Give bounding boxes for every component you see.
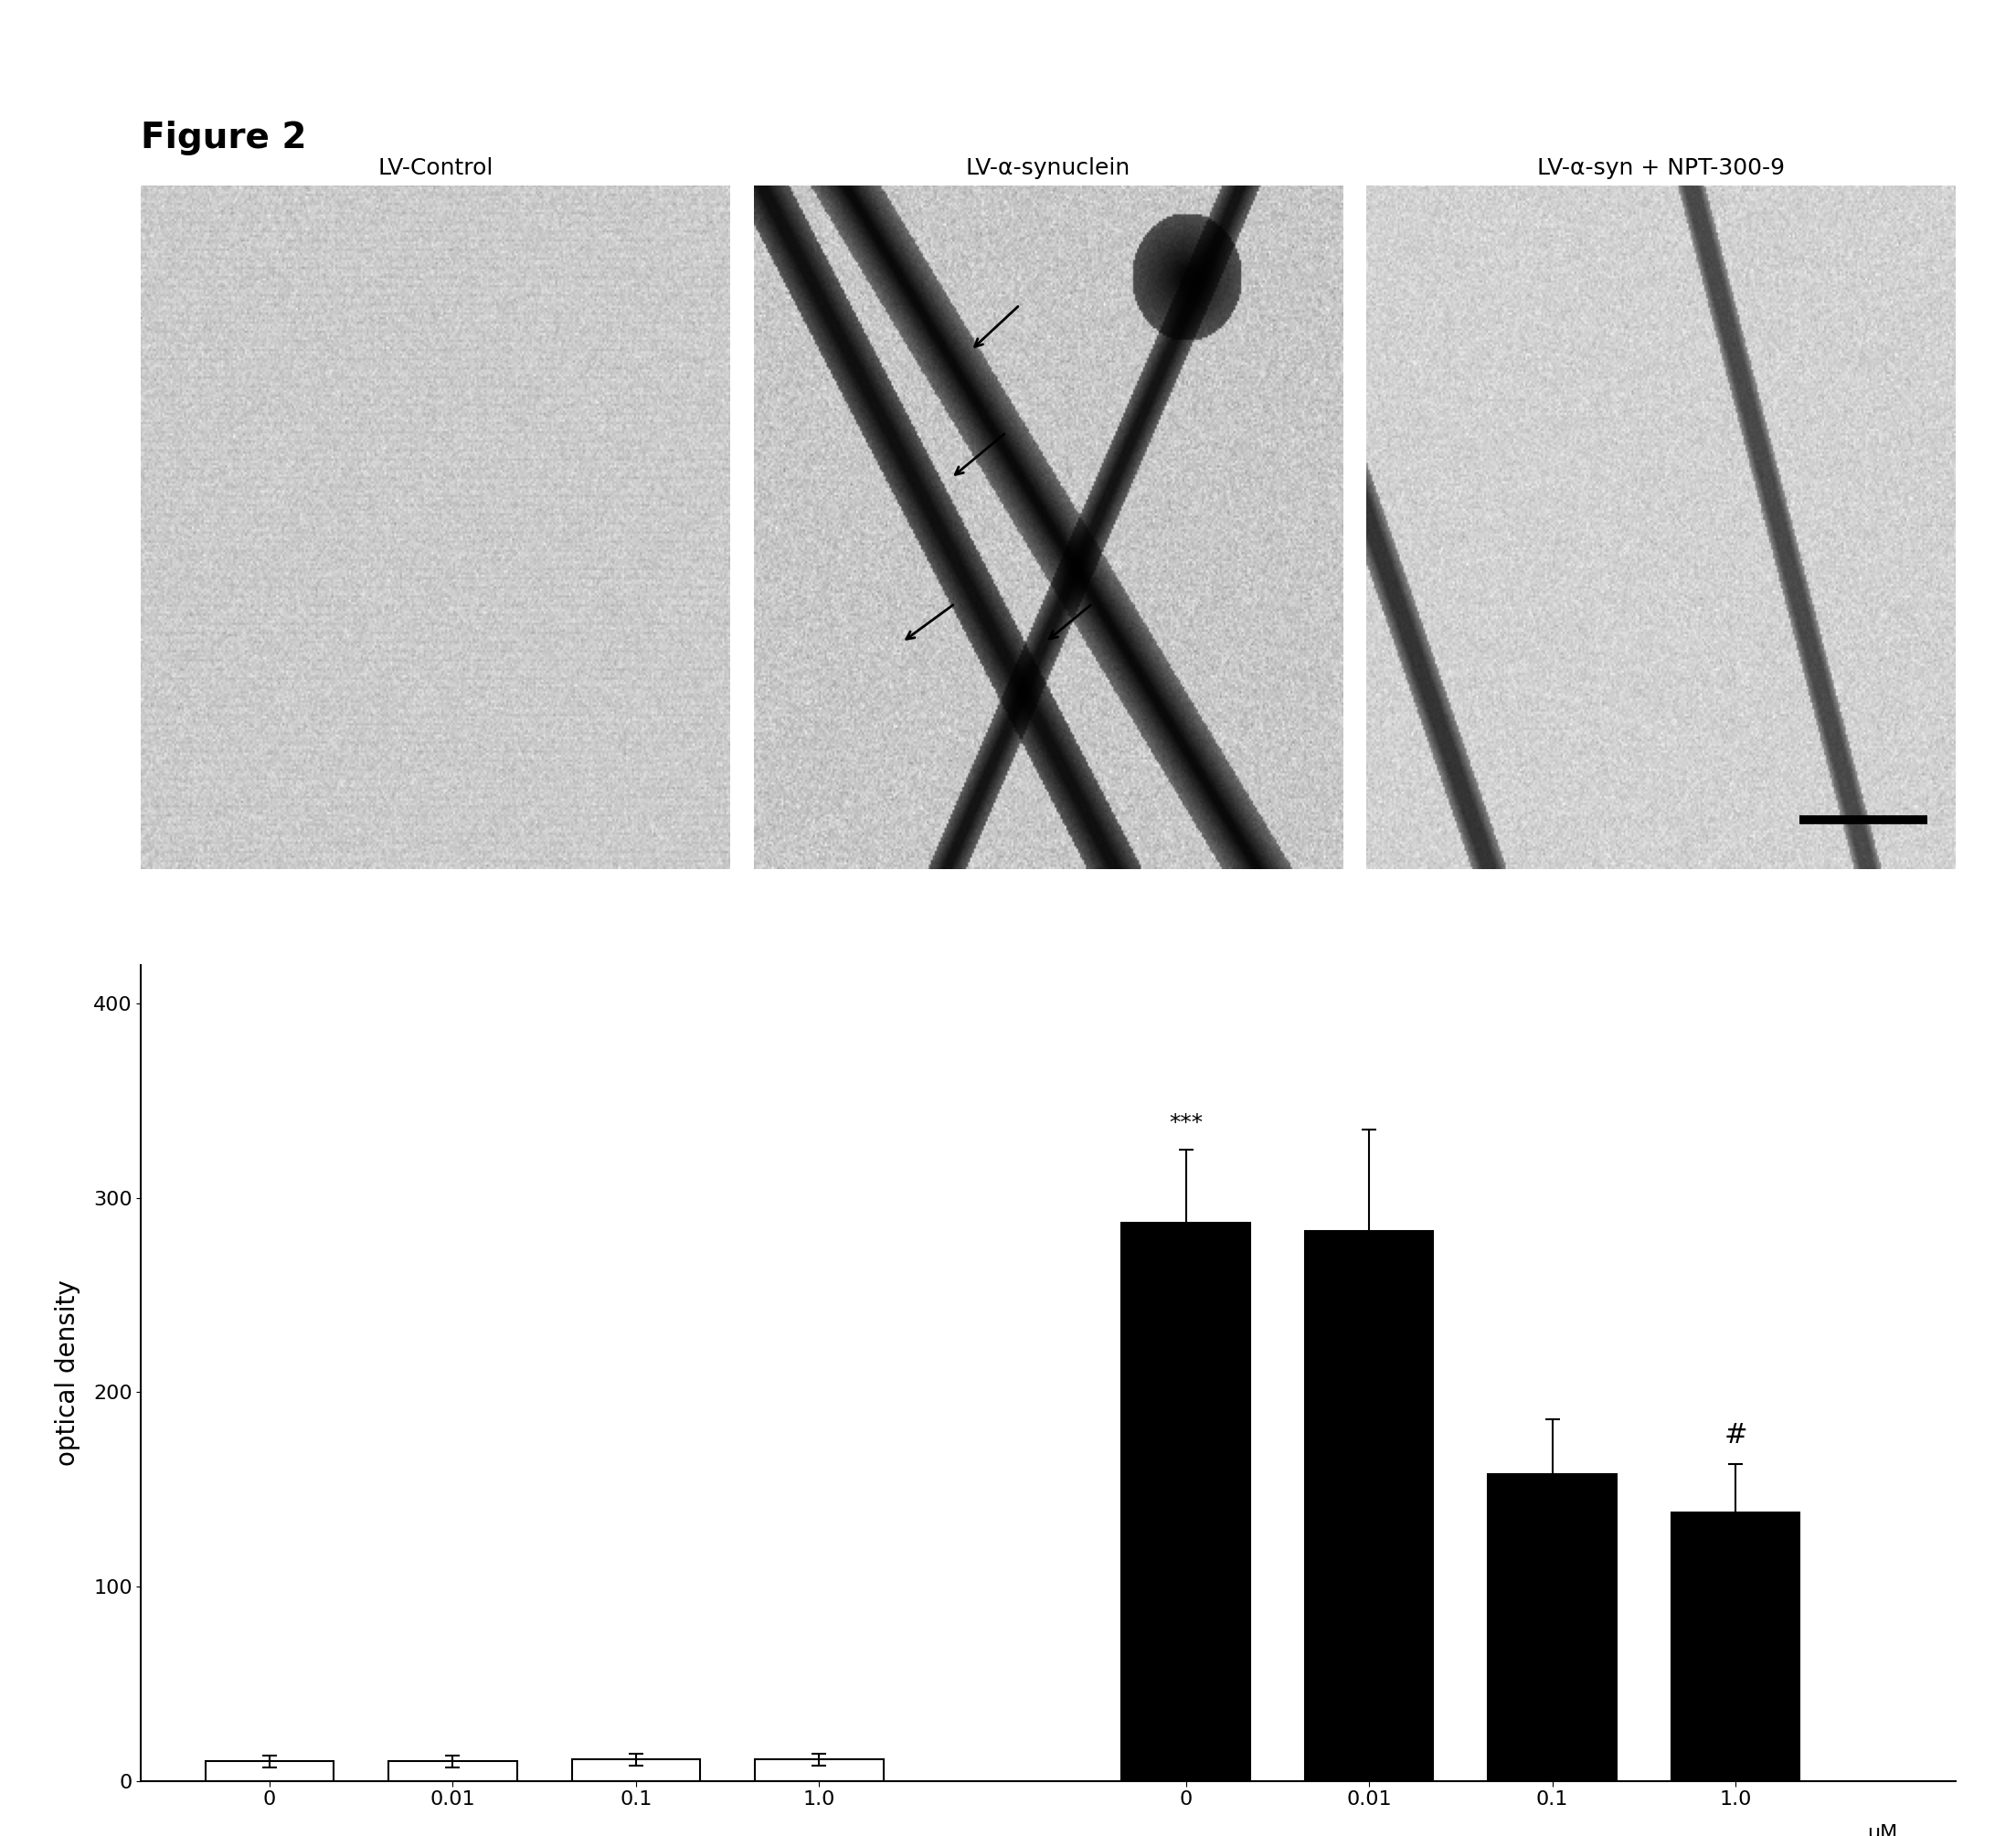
Bar xyxy=(1488,1474,1617,1781)
Text: μM: μM xyxy=(1867,1823,1897,1836)
Text: #: # xyxy=(1724,1423,1748,1449)
Y-axis label: optical density: optical density xyxy=(54,1280,81,1465)
Text: ***: *** xyxy=(1169,1113,1204,1135)
Bar xyxy=(1304,1230,1433,1781)
Title: LV-α-synuclein: LV-α-synuclein xyxy=(966,158,1131,180)
Bar xyxy=(756,1759,883,1781)
Text: Figure 2: Figure 2 xyxy=(141,121,306,156)
Bar xyxy=(1121,1223,1250,1781)
Bar xyxy=(1671,1513,1800,1781)
Bar xyxy=(389,1761,516,1781)
Title: LV-α-syn + NPT-300-9: LV-α-syn + NPT-300-9 xyxy=(1536,158,1784,180)
Bar xyxy=(573,1759,700,1781)
Bar xyxy=(206,1761,333,1781)
Title: LV-Control: LV-Control xyxy=(377,158,494,180)
